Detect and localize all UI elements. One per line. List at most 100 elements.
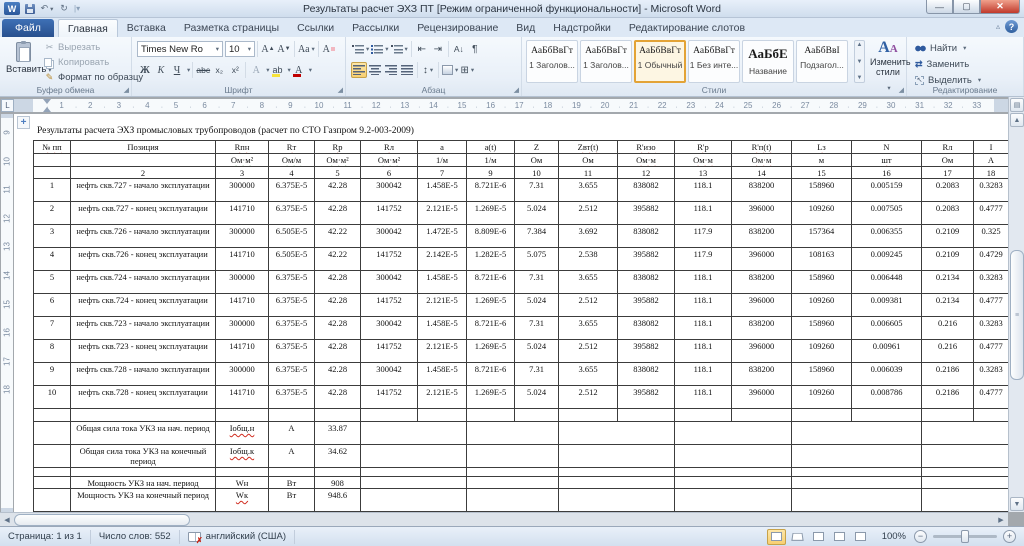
styles-dialog-launcher[interactable]: ◢	[898, 87, 904, 94]
style-card[interactable]: АаБбВвГт 1 Заголов...	[526, 40, 578, 83]
underline-button[interactable]: Ч	[173, 64, 181, 76]
text-effects-button[interactable]: А	[252, 64, 260, 76]
vertical-scrollbar[interactable]: ▤ ▲ ≡ ▼	[1008, 97, 1024, 512]
line-spacing-button[interactable]: ↕ ▾	[422, 64, 434, 76]
select-button[interactable]: ↖ Выделить ▾	[915, 74, 982, 86]
draft-view-button[interactable]	[851, 529, 870, 545]
style-card[interactable]: АаБбВвІ Подзагол...	[796, 40, 848, 83]
fullscreen-reading-view-button[interactable]	[788, 529, 807, 545]
horizontal-scroll-thumb[interactable]	[14, 513, 190, 526]
sort-button[interactable]: А↓	[453, 44, 464, 54]
minimize-button[interactable]: —	[926, 0, 953, 14]
font-dialog-launcher[interactable]: ◢	[337, 87, 343, 94]
change-styles-button[interactable]: АА Изменить стили ▾	[870, 39, 911, 92]
align-right-button[interactable]	[383, 62, 399, 78]
subscript-button[interactable]: x₂	[215, 65, 224, 75]
style-card[interactable]: АаБбВвГт 1 Обычный	[634, 40, 686, 83]
ribbon-tab[interactable]: Ссылки	[297, 22, 335, 34]
numbering-button[interactable]: ▾	[370, 41, 389, 57]
close-button[interactable]: ✕	[980, 0, 1020, 14]
style-card[interactable]: АаБбВвГт 1 Без инте...	[688, 40, 740, 83]
redo-button[interactable]: ↻	[60, 3, 68, 13]
vertical-ruler[interactable]: 9 10 11 12 13 14 15 16 17 18	[1, 114, 13, 512]
copy-button[interactable]: Копировать	[44, 55, 143, 70]
ribbon-tab[interactable]: Рецензирование	[417, 22, 499, 34]
web-layout-view-button[interactable]	[809, 529, 828, 545]
cut-button[interactable]: ✂ Вырезать	[45, 42, 101, 53]
print-layout-view-button[interactable]	[766, 528, 786, 545]
increase-indent-button[interactable]: ⇥	[433, 43, 442, 55]
tab-file[interactable]: Файл	[2, 19, 54, 37]
vertical-scroll-thumb[interactable]: ≡	[1010, 250, 1024, 380]
table-cell	[215, 467, 269, 477]
page-indicator[interactable]: Страница: 1 из 1	[0, 529, 91, 544]
change-case-button[interactable]: Аа ▾	[298, 43, 315, 55]
word-count[interactable]: Число слов: 552	[91, 529, 180, 544]
decrease-indent-button[interactable]: ⇤	[417, 43, 426, 55]
bullets-button[interactable]: ▾	[351, 41, 370, 57]
clear-formatting-button[interactable]: А	[321, 41, 337, 57]
align-left-button[interactable]	[351, 62, 367, 78]
multilevel-list-button[interactable]: ▾	[390, 41, 409, 57]
style-card[interactable]: АаБбЕ Название	[742, 40, 794, 83]
document-page[interactable]: + Результаты расчета ЭХЗ промысловых тру…	[14, 114, 1008, 526]
shrink-font-button[interactable]: А ▼	[277, 43, 291, 55]
results-table[interactable]: № пп Позиция Rпн Rт Rр Rл a a(t) Z Zвт(t) R'изо R'р…	[33, 140, 1008, 512]
show-marks-button[interactable]: ¶	[472, 43, 478, 55]
minimize-ribbon-icon[interactable]: ▵	[995, 22, 1000, 31]
outline-view-button[interactable]	[830, 529, 849, 545]
zoom-out-button[interactable]: −	[914, 530, 927, 543]
ribbon-tab[interactable]: Вид	[516, 22, 536, 34]
ribbon-tab[interactable]: Разметка страницы	[183, 22, 280, 34]
strikethrough-button[interactable]: abc	[196, 65, 211, 75]
font-color-button[interactable]: А	[291, 62, 307, 78]
zoom-slider[interactable]	[933, 530, 997, 543]
qat-customize-button[interactable]: |▾	[74, 4, 81, 13]
word-app-icon[interactable]: W	[4, 2, 20, 15]
left-indent-marker[interactable]	[43, 107, 51, 112]
scroll-left-button[interactable]: ◀	[4, 516, 10, 524]
highlight-button[interactable]: ab	[271, 65, 283, 77]
save-button[interactable]	[23, 2, 37, 15]
italic-button[interactable]: К	[157, 64, 165, 76]
find-button[interactable]: Найти ▾	[915, 41, 966, 55]
horizontal-ruler[interactable]: 1 · 2 · 3 · 4 · 5 · 6 · 7 · 8 · 9 · 10 · 11 · 12 · 13 · 14 · 15 · 16 · 1…	[14, 99, 1008, 112]
clipboard-dialog-launcher[interactable]: ◢	[123, 87, 129, 94]
scroll-up-button[interactable]: ▲	[1010, 113, 1024, 127]
ribbon-tab[interactable]: Главная	[57, 19, 118, 37]
ribbon-tab[interactable]: Надстройки	[553, 22, 611, 34]
borders-button[interactable]: ⊞ ▾	[460, 64, 475, 76]
table-move-handle[interactable]: +	[17, 116, 30, 129]
horizontal-scrollbar[interactable]: ◀ ▶	[0, 512, 1008, 526]
shading-button[interactable]: ▾	[441, 62, 459, 78]
restore-button[interactable]: ▢	[953, 0, 980, 14]
ribbon-tab[interactable]: Редактирование слотов	[628, 22, 746, 34]
align-center-button[interactable]	[367, 62, 383, 78]
undo-button[interactable]: ↶ ▾	[40, 3, 54, 13]
paragraph-dialog-launcher[interactable]: ◢	[513, 87, 519, 94]
ribbon-tab[interactable]: Вставка	[126, 22, 166, 34]
scroll-down-button[interactable]: ▼	[1010, 497, 1024, 511]
zoom-level[interactable]: 100%	[881, 531, 906, 542]
language-indicator[interactable]: английский (США)	[180, 529, 296, 545]
bold-button[interactable]: Ж	[140, 64, 150, 76]
tab-selector[interactable]: L	[1, 99, 14, 112]
help-button[interactable]: ?	[1005, 20, 1018, 33]
paste-button[interactable]: Вставить ▾	[5, 40, 52, 90]
zoom-in-button[interactable]: +	[1003, 530, 1016, 543]
font-size-combo[interactable]: 10 ▾	[225, 41, 255, 57]
first-line-indent-marker[interactable]	[43, 99, 51, 104]
ribbon-tab[interactable]: Рассылки	[352, 22, 400, 34]
superscript-button[interactable]: x²	[231, 65, 239, 75]
justify-button[interactable]	[399, 62, 415, 78]
styles-gallery-scroll[interactable]: ▲ ▼ ▼	[854, 40, 865, 83]
replace-button[interactable]: ⇄ Заменить	[915, 58, 970, 70]
scroll-right-button[interactable]: ▶	[998, 516, 1004, 524]
ruler-toggle-button[interactable]: ▤	[1010, 98, 1024, 112]
format-painter-button[interactable]: ✎ Формат по образцу	[45, 72, 144, 83]
zoom-slider-thumb[interactable]	[961, 530, 969, 543]
font-family-combo[interactable]: Times New Ro ▾	[137, 41, 223, 57]
style-card[interactable]: АаБбВвГт 1 Заголов...	[580, 40, 632, 83]
grow-font-button[interactable]: А ▲	[261, 43, 275, 55]
cell-text: a(t)	[484, 142, 497, 152]
